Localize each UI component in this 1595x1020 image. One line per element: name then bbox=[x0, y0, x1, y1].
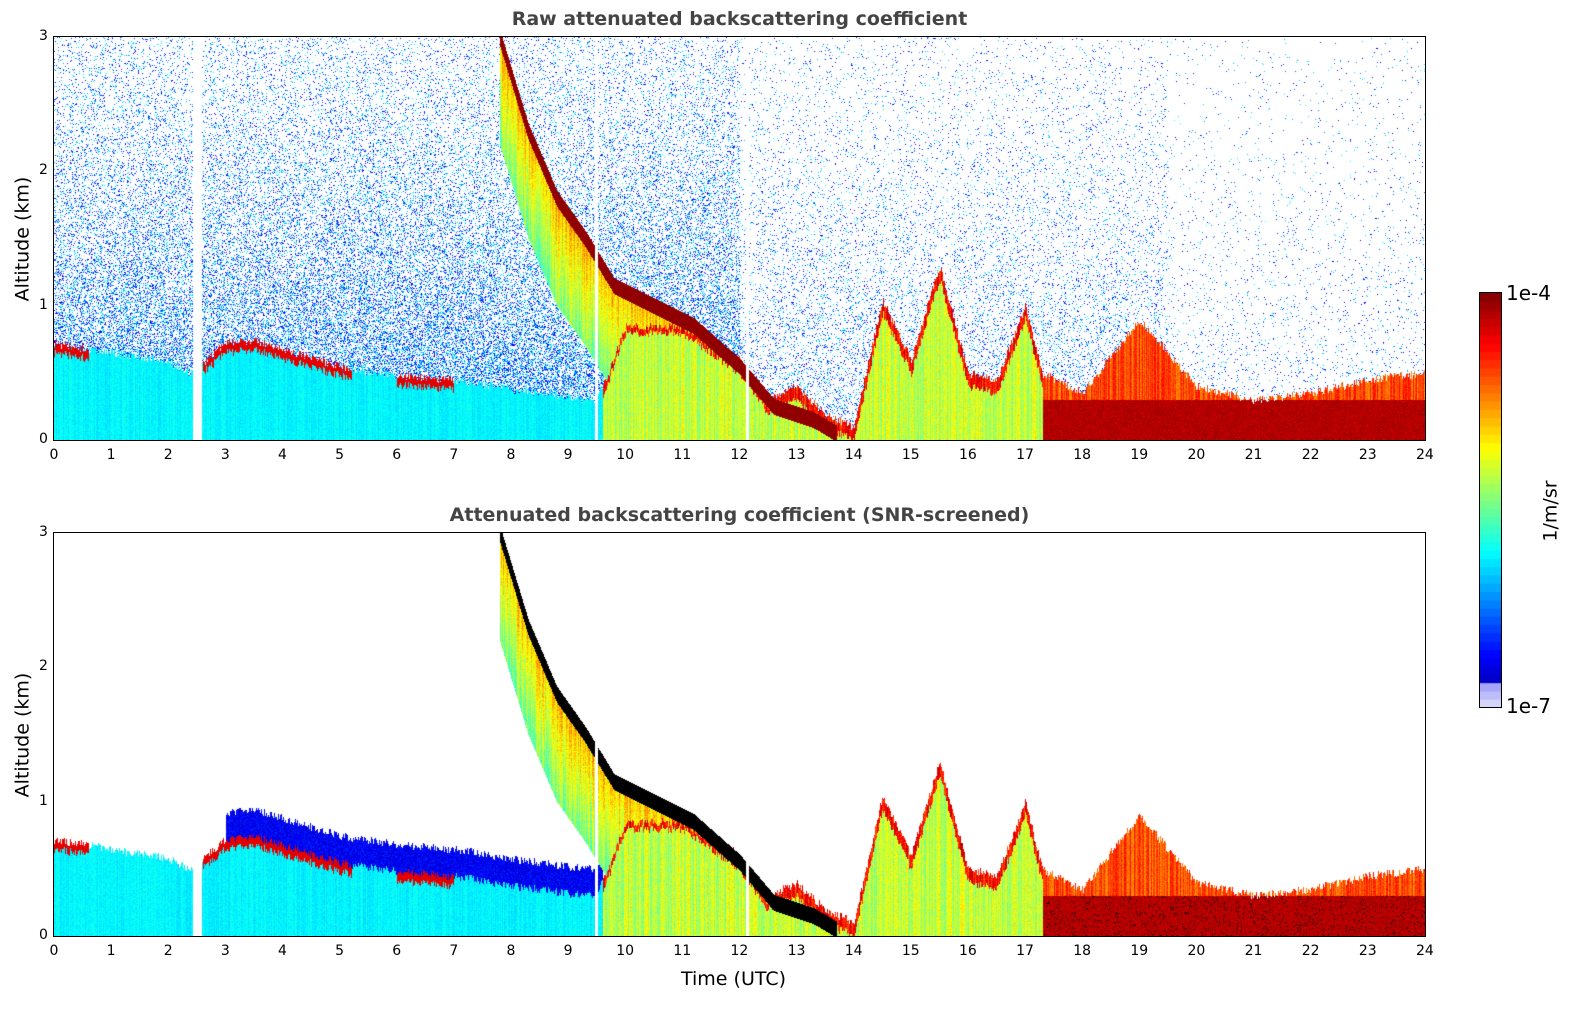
plot2-title: Attenuated backscattering coefficient (S… bbox=[449, 504, 1030, 526]
colorbar bbox=[1479, 292, 1502, 708]
y-tick-label: 3 bbox=[39, 524, 48, 540]
x-tick-label: 2 bbox=[163, 943, 173, 959]
plot1-heatmap bbox=[54, 37, 1425, 440]
plot2-heatmap bbox=[54, 533, 1425, 936]
x-tick-label: 19 bbox=[1130, 447, 1149, 463]
x-tick-label: 0 bbox=[49, 943, 59, 959]
colorbar-max-label: 1e-4 bbox=[1506, 281, 1551, 305]
x-tick-label: 16 bbox=[959, 447, 977, 463]
x-tick-label: 9 bbox=[563, 447, 573, 463]
x-tick-label: 18 bbox=[1073, 447, 1092, 463]
y-tick-label: 0 bbox=[39, 927, 48, 943]
x-tick-label: 18 bbox=[1073, 943, 1092, 959]
x-tick-label: 11 bbox=[673, 447, 692, 463]
x-tick-label: 21 bbox=[1244, 943, 1263, 959]
x-tick-label: 10 bbox=[616, 943, 635, 959]
x-tick-label: 19 bbox=[1130, 943, 1149, 959]
x-tick-label: 10 bbox=[616, 447, 635, 463]
x-tick-label: 5 bbox=[335, 447, 345, 463]
plot1-title: Raw attenuated backscattering coefficien… bbox=[511, 8, 968, 30]
y-tick-label: 2 bbox=[39, 162, 48, 179]
x-tick-label: 2 bbox=[163, 447, 173, 463]
x-tick-label: 6 bbox=[392, 943, 402, 959]
y-tick-label: 1 bbox=[39, 792, 48, 809]
x-tick-label: 6 bbox=[392, 447, 402, 463]
x-tick-label: 12 bbox=[730, 447, 749, 463]
x-tick-label: 23 bbox=[1358, 943, 1377, 959]
x-tick-label: 8 bbox=[506, 943, 516, 959]
x-tick-label: 1 bbox=[106, 447, 116, 463]
x-tick-label: 7 bbox=[449, 447, 459, 463]
x-tick-label: 15 bbox=[901, 447, 920, 463]
x-tick-label: 14 bbox=[844, 447, 863, 463]
y-tick-label: 3 bbox=[39, 28, 48, 44]
x-tick-label: 22 bbox=[1301, 447, 1320, 463]
y-tick-label: 1 bbox=[39, 296, 48, 313]
x-tick-label: 17 bbox=[1016, 447, 1034, 463]
y-tick-label: 2 bbox=[39, 658, 48, 675]
x-tick-label: 3 bbox=[220, 943, 230, 959]
x-tick-label: 8 bbox=[506, 447, 516, 463]
x-tick-label: 13 bbox=[787, 943, 806, 959]
x-tick-label: 24 bbox=[1416, 943, 1434, 959]
colorbar-min-label: 1e-7 bbox=[1506, 694, 1551, 718]
x-tick-label: 23 bbox=[1358, 447, 1377, 463]
x-tick-label: 1 bbox=[106, 943, 116, 959]
x-tick-label: 11 bbox=[673, 943, 692, 959]
x-tick-label: 14 bbox=[844, 943, 863, 959]
x-tick-label: 13 bbox=[787, 447, 806, 463]
x-tick-label: 0 bbox=[49, 447, 59, 463]
plot1-ylabel: Altitude (km) bbox=[11, 176, 34, 302]
x-tick-label: 20 bbox=[1187, 943, 1206, 959]
x-tick-label: 9 bbox=[563, 943, 573, 959]
x-tick-label: 21 bbox=[1244, 447, 1263, 463]
x-tick-label: 16 bbox=[959, 943, 977, 959]
x-tick-label: 4 bbox=[278, 943, 287, 959]
x-tick-label: 15 bbox=[901, 943, 920, 959]
x-tick-label: 7 bbox=[449, 943, 459, 959]
x-tick-label: 3 bbox=[220, 447, 230, 463]
plot2-ylabel: Altitude (km) bbox=[11, 672, 34, 798]
x-tick-label: 24 bbox=[1416, 447, 1434, 463]
x-tick-label: 4 bbox=[278, 447, 287, 463]
x-tick-label: 12 bbox=[730, 943, 749, 959]
y-tick-label: 0 bbox=[39, 431, 48, 447]
x-tick-label: 5 bbox=[335, 943, 345, 959]
x-tick-label: 22 bbox=[1301, 943, 1320, 959]
x-tick-label: 17 bbox=[1016, 943, 1034, 959]
colorbar-unit-label: 1/m/sr bbox=[1539, 480, 1562, 542]
plot2-xlabel: Time (UTC) bbox=[681, 968, 787, 990]
x-tick-label: 20 bbox=[1187, 447, 1206, 463]
